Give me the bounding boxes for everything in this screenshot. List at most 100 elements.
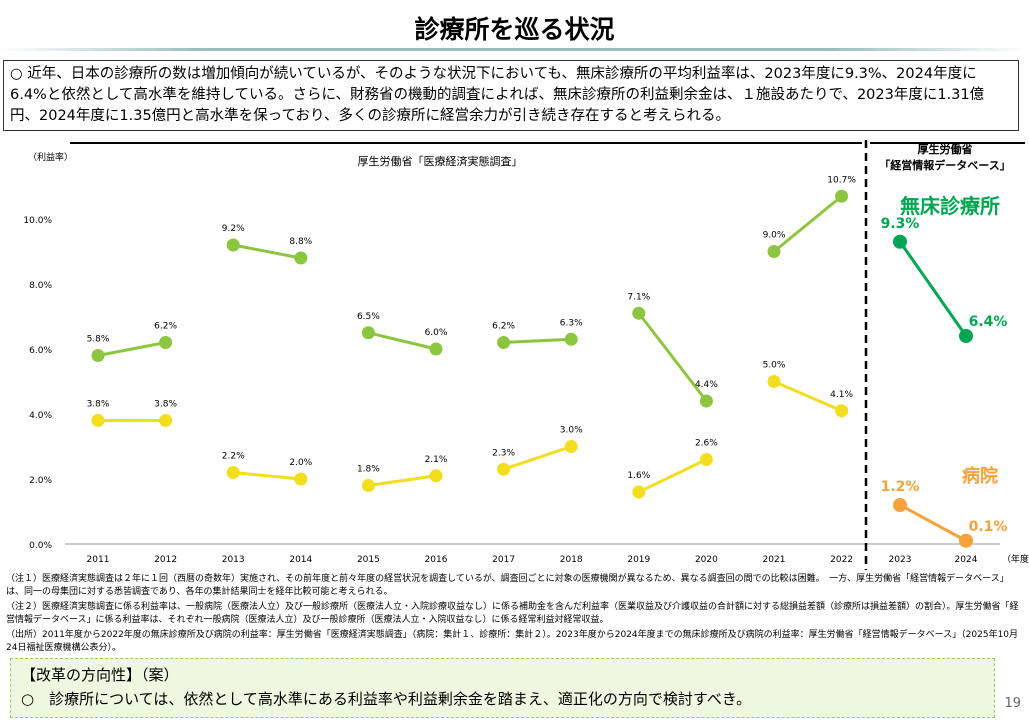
series-line-segment xyxy=(638,458,708,494)
x-unit-label: （年度） xyxy=(1002,553,1029,565)
data-point xyxy=(632,485,646,499)
data-label: 2.6% xyxy=(695,439,718,449)
x-tick-label: 2022 xyxy=(830,555,853,565)
data-point xyxy=(429,342,443,356)
summary-box: ○ 近年、日本の診療所の数は増加傾向が続いているが、そのような状況下においても、… xyxy=(3,60,1019,131)
y-tick-label: 2.0% xyxy=(29,476,52,486)
note-2: （注２）医療経済実態調査に係る利益率は、一般病院（医療法人立）及び一般診療所（医… xyxy=(6,602,1019,625)
data-label: 4.1% xyxy=(830,390,853,400)
series-line-segment xyxy=(637,312,708,402)
y-tick-label: 0.0% xyxy=(29,541,52,551)
data-label: 9.3% xyxy=(881,216,920,232)
x-tick-label: 2011 xyxy=(87,555,110,565)
x-tick-label: 2016 xyxy=(425,555,448,565)
x-tick-label: 2018 xyxy=(560,555,583,565)
data-point xyxy=(159,414,173,427)
page-number: 19 xyxy=(1004,696,1021,711)
legend-hospital: 病院 xyxy=(962,465,998,487)
source-left-label: 厚生労働省「医療経済実態調査」 xyxy=(358,154,523,168)
x-tick-label: 2013 xyxy=(222,555,245,565)
series-line-segment xyxy=(898,240,968,337)
series-line-segment xyxy=(233,471,301,481)
series-line-segment xyxy=(773,380,843,413)
x-tick-label: 2019 xyxy=(627,555,650,565)
data-label: 6.2% xyxy=(154,322,177,332)
data-point xyxy=(91,349,105,362)
y-tick-label: 8.0% xyxy=(29,281,52,291)
data-point xyxy=(294,251,308,265)
data-point xyxy=(429,469,443,483)
data-point xyxy=(564,332,578,346)
y-tick-label: 6.0% xyxy=(29,346,52,356)
data-point xyxy=(699,394,713,408)
data-point xyxy=(294,472,308,486)
data-label: 2.1% xyxy=(425,455,448,465)
y-tick-label: 10.0% xyxy=(23,216,52,226)
data-point xyxy=(959,329,973,343)
y-axis-label: （利益率） xyxy=(28,151,73,163)
data-point xyxy=(835,404,849,418)
notes: （注１）医療経済実態調査は２年に１回（西暦の奇数年）実施され、その前年度と前々年… xyxy=(6,573,1026,657)
x-tick-label: 2014 xyxy=(289,555,312,565)
data-label: 2.3% xyxy=(492,448,515,458)
data-point xyxy=(564,440,578,453)
data-label: 9.2% xyxy=(222,224,245,234)
series-line-segment xyxy=(368,331,437,351)
data-point xyxy=(361,479,375,492)
reform-text: ○ 診療所については、依然として高水準にある利益率や利益剰余金を踏まえ、適正化の… xyxy=(21,690,752,708)
data-label: 10.7% xyxy=(827,175,856,185)
x-tick-label: 2015 xyxy=(357,555,380,565)
data-label: 2.2% xyxy=(222,452,245,462)
series-line-segment xyxy=(503,445,572,471)
data-label: 6.4% xyxy=(969,314,1008,330)
data-label: 0.1% xyxy=(969,519,1008,535)
data-label: 3.8% xyxy=(87,400,110,410)
x-tick-label: 2021 xyxy=(763,555,786,565)
x-tick-label: 2017 xyxy=(492,555,515,565)
series-line-segment xyxy=(899,503,967,543)
data-point xyxy=(699,453,713,466)
source-right-label-1: 厚生労働省 xyxy=(918,142,973,156)
data-label: 1.8% xyxy=(357,465,380,475)
data-point xyxy=(959,533,973,548)
data-point xyxy=(835,189,849,203)
data-label: 6.2% xyxy=(492,322,515,332)
data-point xyxy=(767,375,781,388)
reform-heading: 【改革の方向性】（案） xyxy=(21,666,179,684)
data-point xyxy=(893,498,907,512)
data-label: 5.0% xyxy=(763,361,786,371)
data-label: 6.3% xyxy=(560,318,583,328)
data-point xyxy=(632,306,646,320)
data-label: 2.0% xyxy=(289,458,312,468)
series-line-segment xyxy=(97,341,166,357)
y-tick-label: 4.0% xyxy=(29,411,52,421)
series-line-segment xyxy=(503,337,572,344)
note-1: （注１）医療経済実態調査は２年に１回（西暦の奇数年）実施され、その前年度と前々年… xyxy=(6,574,1009,597)
data-label: 4.4% xyxy=(695,380,718,390)
data-point xyxy=(497,462,511,476)
note-source: （出所）2011年度から2022年度の無床診療所及び病院の利益率：厚生労働省「医… xyxy=(6,630,1019,653)
data-label: 1.2% xyxy=(881,479,920,495)
data-label: 8.8% xyxy=(289,237,312,247)
data-label: 6.0% xyxy=(425,328,448,338)
x-tick-label: 2020 xyxy=(695,555,718,565)
legend-clinic: 無床診療所 xyxy=(900,194,1000,218)
data-point xyxy=(159,336,173,349)
data-point xyxy=(767,245,781,258)
data-point xyxy=(226,466,240,479)
series-line-segment xyxy=(773,195,843,253)
data-point xyxy=(91,414,105,427)
source-right-label-2: 「経営情報データベース」 xyxy=(879,158,1010,172)
data-label: 5.8% xyxy=(87,335,110,345)
page-title: 診療所を巡る状況 xyxy=(414,15,615,44)
data-point xyxy=(497,336,511,349)
data-point xyxy=(361,326,375,340)
series-line-segment xyxy=(232,243,302,260)
x-tick-label: 2024 xyxy=(955,555,978,565)
x-tick-label: 2012 xyxy=(154,555,177,565)
title-divider xyxy=(0,48,1029,51)
data-label: 9.0% xyxy=(763,231,786,241)
x-tick-label: 2023 xyxy=(889,555,912,565)
profit-rate-chart: 0.0% 2.0% 4.0% 6.0% 8.0% 10.0% 2011 2012 2013 201… xyxy=(23,140,1029,570)
data-label: 7.1% xyxy=(627,292,650,302)
